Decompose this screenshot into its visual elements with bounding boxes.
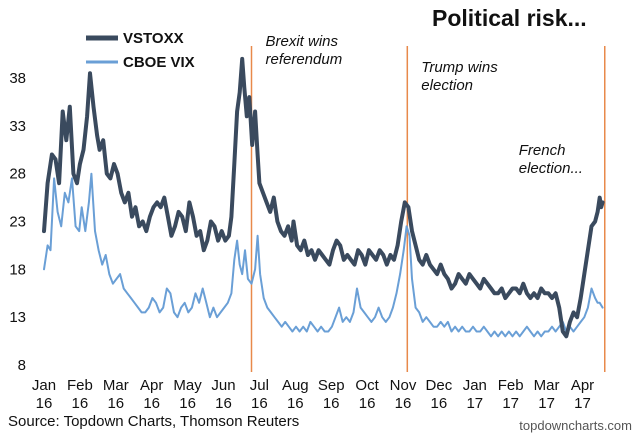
x-tick-label: Aug (282, 377, 309, 394)
y-tick-label: 38 (9, 70, 26, 87)
x-tick-year-label: 16 (143, 395, 160, 412)
x-tick-label: Jun (211, 377, 235, 394)
x-tick-year-label: 16 (395, 395, 412, 412)
x-tick-label: Mar (103, 377, 129, 394)
x-tick-year-label: 16 (287, 395, 304, 412)
x-tick-year-label: 16 (72, 395, 89, 412)
plot-area (42, 56, 605, 339)
y-axis: 8 13 18 23 28 33 38 (9, 70, 26, 374)
x-tick-year-label: 16 (359, 395, 376, 412)
x-tick-label: Sep (318, 377, 345, 394)
event-annotation: election... (519, 160, 583, 177)
x-tick-label: Nov (390, 377, 417, 394)
y-tick-label: 28 (9, 166, 26, 183)
x-tick-year-label: 17 (574, 395, 591, 412)
x-tick-year-label: 16 (251, 395, 268, 412)
y-tick-label: 13 (9, 309, 26, 326)
series-line-vix (43, 172, 604, 338)
event-annotation: Trump wins (421, 59, 498, 76)
x-tick-label: Jul (250, 377, 269, 394)
x-tick-year-label: 17 (502, 395, 519, 412)
x-tick-year-label: 16 (107, 395, 124, 412)
series-line-vstoxx (42, 56, 605, 339)
x-tick-year-label: 16 (431, 395, 448, 412)
x-tick-label: Apr (571, 377, 594, 394)
legend-label-vstoxx: VSTOXX (123, 30, 184, 47)
y-tick-label: 33 (9, 118, 26, 135)
x-tick-year-label: 16 (215, 395, 232, 412)
x-tick-label: May (173, 377, 202, 394)
x-tick-year-label: 16 (323, 395, 340, 412)
x-tick-label: Mar (534, 377, 560, 394)
x-tick-label: Feb (67, 377, 93, 394)
x-tick-label: Jan (463, 377, 487, 394)
x-tick-label: Oct (355, 377, 379, 394)
y-tick-label: 18 (9, 261, 26, 278)
x-tick-year-label: 16 (179, 395, 196, 412)
y-tick-label: 23 (9, 214, 26, 231)
x-tick-label: Jan (32, 377, 56, 394)
x-tick-label: Feb (498, 377, 524, 394)
x-axis: Jan16Feb16Mar16Apr16May16Jun16Jul16Aug16… (32, 377, 594, 412)
credit-text: topdowncharts.com (519, 418, 632, 433)
legend-label-vix: CBOE VIX (123, 54, 195, 71)
event-annotation: election (421, 77, 473, 94)
event-annotation: Brexit wins (266, 33, 339, 50)
legend: VSTOXX CBOE VIX (86, 30, 195, 71)
y-tick-label: 8 (18, 357, 26, 374)
x-tick-label: Apr (140, 377, 163, 394)
x-tick-label: Dec (426, 377, 453, 394)
event-annotation: French (519, 142, 566, 159)
chart-title: Political risk... (432, 5, 587, 31)
source-note: Source: Topdown Charts, Thomson Reuters (8, 413, 299, 430)
event-annotation: referendum (266, 51, 343, 68)
x-tick-year-label: 17 (538, 395, 555, 412)
x-tick-year-label: 16 (36, 395, 53, 412)
x-tick-year-label: 17 (466, 395, 483, 412)
